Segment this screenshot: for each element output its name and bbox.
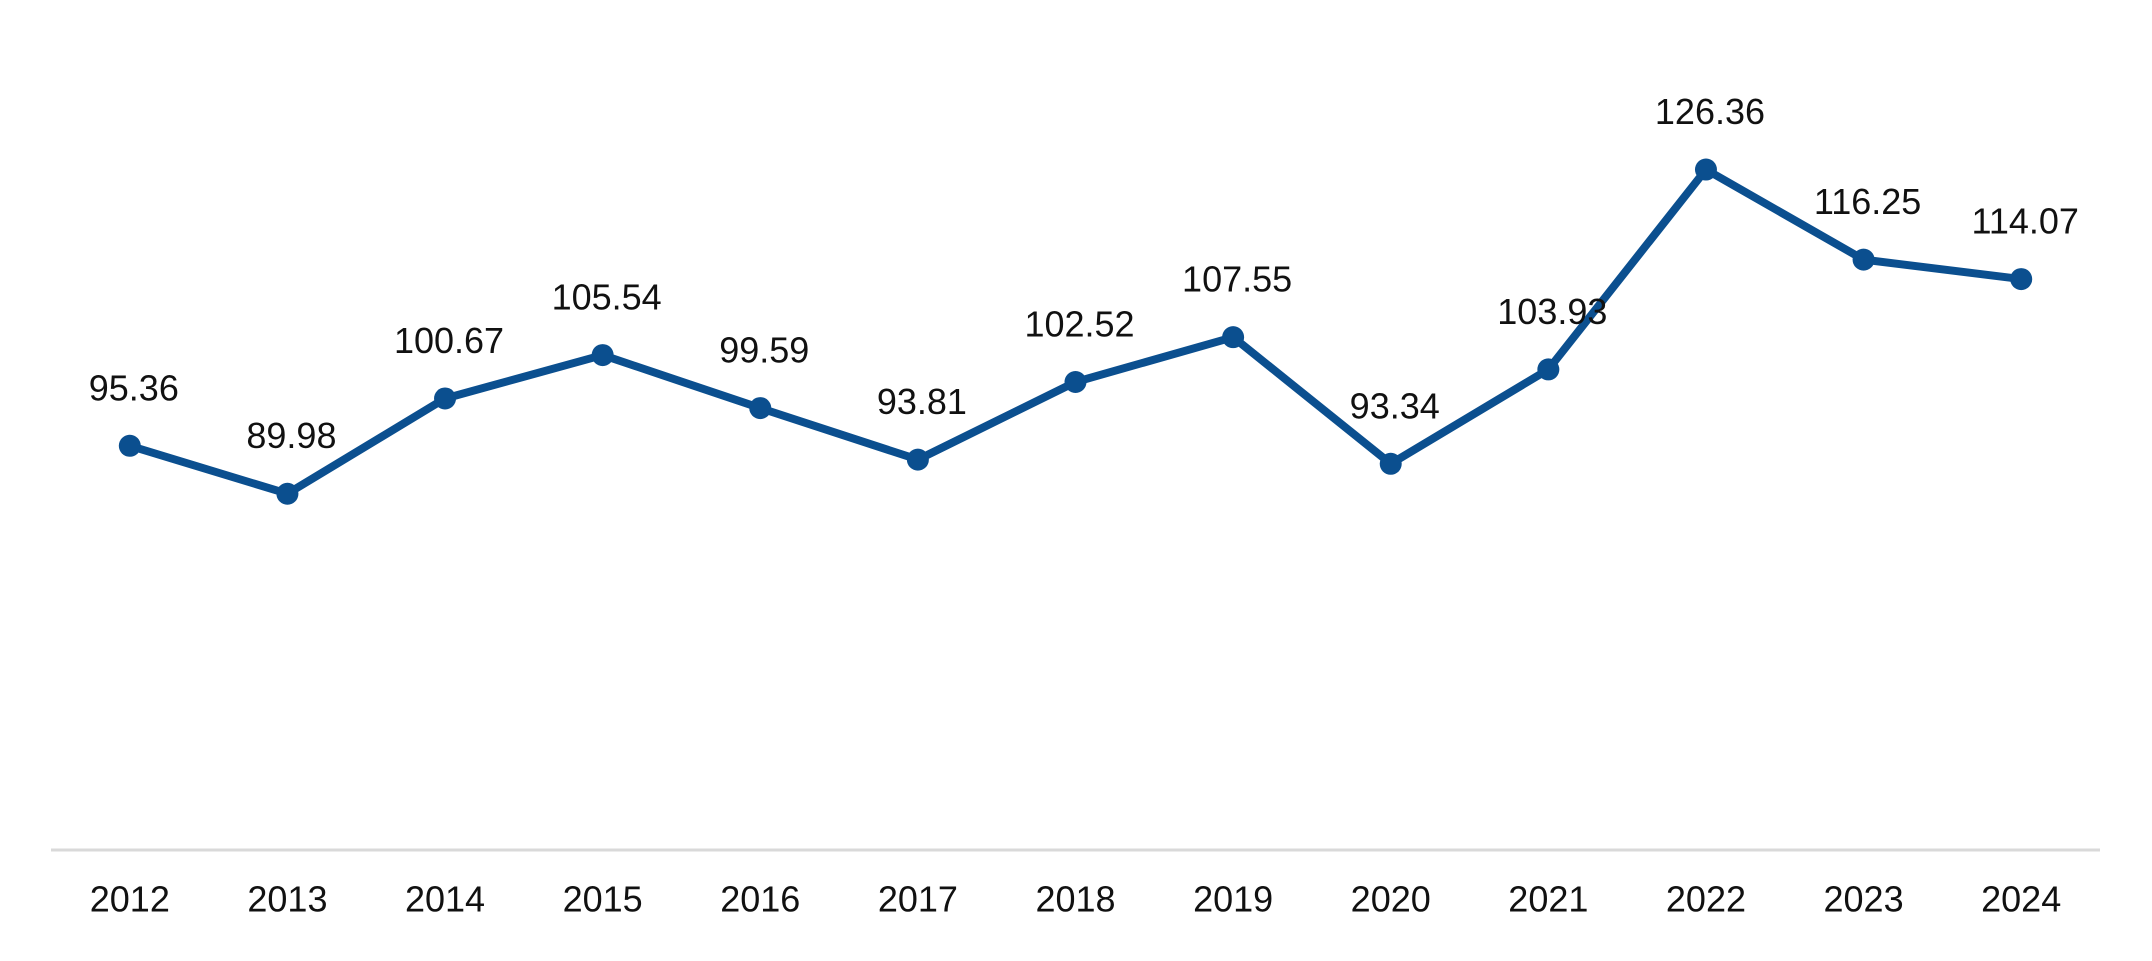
marker xyxy=(2010,268,2033,291)
data-label: 114.07 xyxy=(1971,201,2078,242)
marker xyxy=(1064,370,1087,393)
marker xyxy=(1852,248,1875,271)
data-label: 95.36 xyxy=(89,367,179,408)
x-tick-label: 2016 xyxy=(720,879,800,920)
x-tick-label: 2013 xyxy=(247,879,327,920)
marker xyxy=(591,344,614,367)
marker xyxy=(434,387,457,410)
data-label: 99.59 xyxy=(719,330,809,371)
x-tick-label: 2023 xyxy=(1824,879,1904,920)
x-tick-label: 2020 xyxy=(1351,879,1431,920)
x-tick-label: 2015 xyxy=(563,879,643,920)
data-label: 126.36 xyxy=(1655,91,1765,132)
data-label: 103.93 xyxy=(1497,291,1607,332)
data-label: 116.25 xyxy=(1814,181,1921,222)
marker xyxy=(749,397,772,420)
data-label: 100.67 xyxy=(394,320,504,361)
marker xyxy=(1379,452,1402,475)
data-label: 93.34 xyxy=(1350,385,1440,426)
x-tick-label: 2014 xyxy=(405,879,485,920)
data-label: 89.98 xyxy=(246,415,336,456)
data-label: 102.52 xyxy=(1024,304,1134,345)
x-tick-label: 2018 xyxy=(1035,879,1115,920)
data-label: 105.54 xyxy=(552,277,662,318)
marker xyxy=(118,434,141,457)
marker xyxy=(1694,158,1717,181)
x-tick-label: 2017 xyxy=(878,879,958,920)
x-tick-label: 2024 xyxy=(1981,879,2061,920)
marker xyxy=(276,482,299,505)
marker xyxy=(1222,326,1245,349)
x-tick-label: 2019 xyxy=(1193,879,1273,920)
marker xyxy=(906,448,929,471)
x-tick-label: 2012 xyxy=(90,879,170,920)
data-label: 107.55 xyxy=(1182,259,1292,300)
x-tick-label: 2022 xyxy=(1666,879,1746,920)
x-tick-label: 2021 xyxy=(1508,879,1588,920)
marker xyxy=(1537,358,1560,381)
data-label: 93.81 xyxy=(877,381,967,422)
